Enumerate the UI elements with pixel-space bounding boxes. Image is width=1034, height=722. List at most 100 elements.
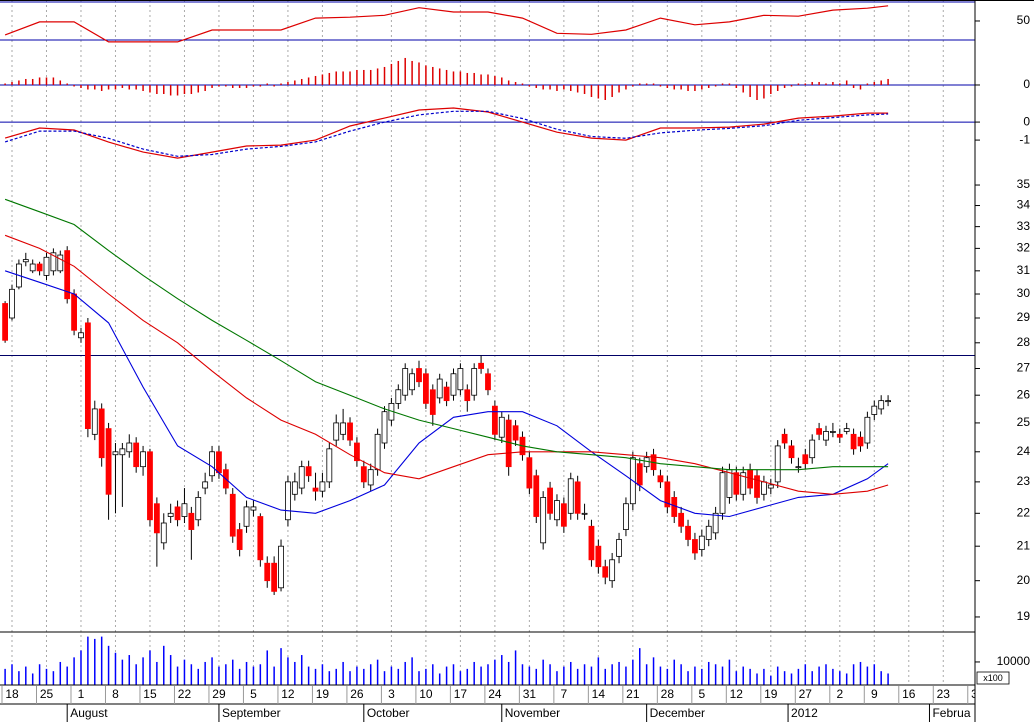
- candle-body: [554, 500, 560, 521]
- bar: [169, 655, 172, 685]
- bar: [770, 84, 772, 94]
- x-tick-label: 5: [250, 687, 257, 701]
- candle-body: [588, 525, 595, 561]
- candle-body: [36, 263, 43, 272]
- bar: [549, 664, 551, 685]
- bar: [590, 84, 593, 97]
- bar: [66, 666, 68, 685]
- candle-body: [429, 389, 436, 415]
- candle-body: [719, 472, 726, 514]
- bar: [666, 668, 669, 685]
- bar: [652, 83, 655, 85]
- candle-body: [395, 389, 402, 404]
- bar: [142, 657, 144, 685]
- candle-body: [843, 428, 850, 432]
- candle-body: [160, 522, 167, 544]
- x-tick-label: 12: [281, 687, 295, 701]
- bar: [790, 84, 793, 87]
- bar: [190, 664, 193, 685]
- y-tick-label: 24: [1017, 444, 1031, 458]
- x-tick-label: 27: [799, 687, 813, 701]
- candle-body: [478, 362, 484, 369]
- bar: [714, 664, 717, 685]
- x-tick-label: 23: [937, 687, 951, 701]
- x-tick-label: 16: [902, 687, 916, 701]
- bar: [280, 648, 282, 685]
- unit-box: [976, 671, 1010, 685]
- candle-body: [471, 368, 478, 396]
- bar: [742, 666, 744, 685]
- candle-body: [754, 475, 760, 498]
- x-tick-label: 12: [730, 687, 744, 701]
- bar: [556, 84, 558, 91]
- x-tick-label: 1: [78, 687, 85, 701]
- bar: [473, 72, 475, 85]
- x-tick-label: 3: [388, 687, 395, 701]
- candle-body: [29, 263, 36, 272]
- bar: [487, 664, 489, 685]
- bar: [18, 80, 20, 85]
- y-tick-label: 21: [1017, 538, 1031, 552]
- bar: [487, 74, 489, 85]
- candle-body: [278, 545, 284, 589]
- candle-body: [98, 408, 105, 459]
- indicator-line: [4, 5, 889, 43]
- bar: [80, 84, 82, 88]
- bar: [383, 671, 386, 685]
- bar: [597, 84, 600, 99]
- candle-body: [298, 466, 305, 489]
- bar: [135, 84, 137, 90]
- candle-body: [871, 405, 878, 415]
- candle-body: [761, 481, 767, 495]
- bar: [238, 668, 241, 685]
- candle-body: [512, 425, 519, 441]
- bar: [514, 650, 517, 685]
- x-tick-label: 15: [143, 687, 157, 701]
- y-tick-label: 25: [1017, 415, 1031, 429]
- candle-body: [188, 512, 195, 530]
- candle-body: [609, 559, 616, 582]
- candle-body: [402, 368, 409, 396]
- candle-body: [540, 497, 547, 544]
- candle-body: [733, 472, 740, 495]
- bar: [507, 661, 510, 685]
- bar: [494, 75, 496, 85]
- candle-body: [78, 332, 84, 339]
- bar: [694, 666, 696, 685]
- bar: [542, 659, 544, 685]
- bar: [659, 666, 662, 685]
- candle-body: [857, 436, 864, 447]
- y-tick-label: 50: [1017, 13, 1031, 27]
- bar: [307, 77, 310, 85]
- bar: [307, 666, 310, 685]
- candle-body: [2, 303, 9, 341]
- candle-body: [878, 400, 885, 410]
- bar: [183, 84, 186, 94]
- bar: [176, 84, 179, 96]
- candle-body: [50, 252, 57, 272]
- bar: [783, 671, 786, 685]
- bar: [59, 661, 62, 685]
- bar: [776, 666, 779, 685]
- bar: [535, 84, 538, 88]
- bar: [376, 659, 379, 685]
- moving-average: [4, 198, 889, 471]
- x-tick-label: 19: [764, 687, 778, 701]
- bar: [94, 638, 96, 685]
- bar: [18, 671, 20, 685]
- bar: [287, 657, 289, 685]
- bar: [673, 659, 675, 685]
- candle-body: [367, 469, 374, 486]
- candle-body: [71, 293, 77, 331]
- bar: [804, 83, 807, 85]
- bar: [163, 84, 165, 94]
- bar: [728, 83, 731, 85]
- bar: [363, 69, 365, 85]
- bar: [38, 77, 41, 85]
- bar: [273, 84, 275, 87]
- bar: [156, 84, 158, 94]
- axis-mask: [975, 686, 1034, 722]
- bar: [735, 84, 738, 88]
- bar: [225, 664, 227, 685]
